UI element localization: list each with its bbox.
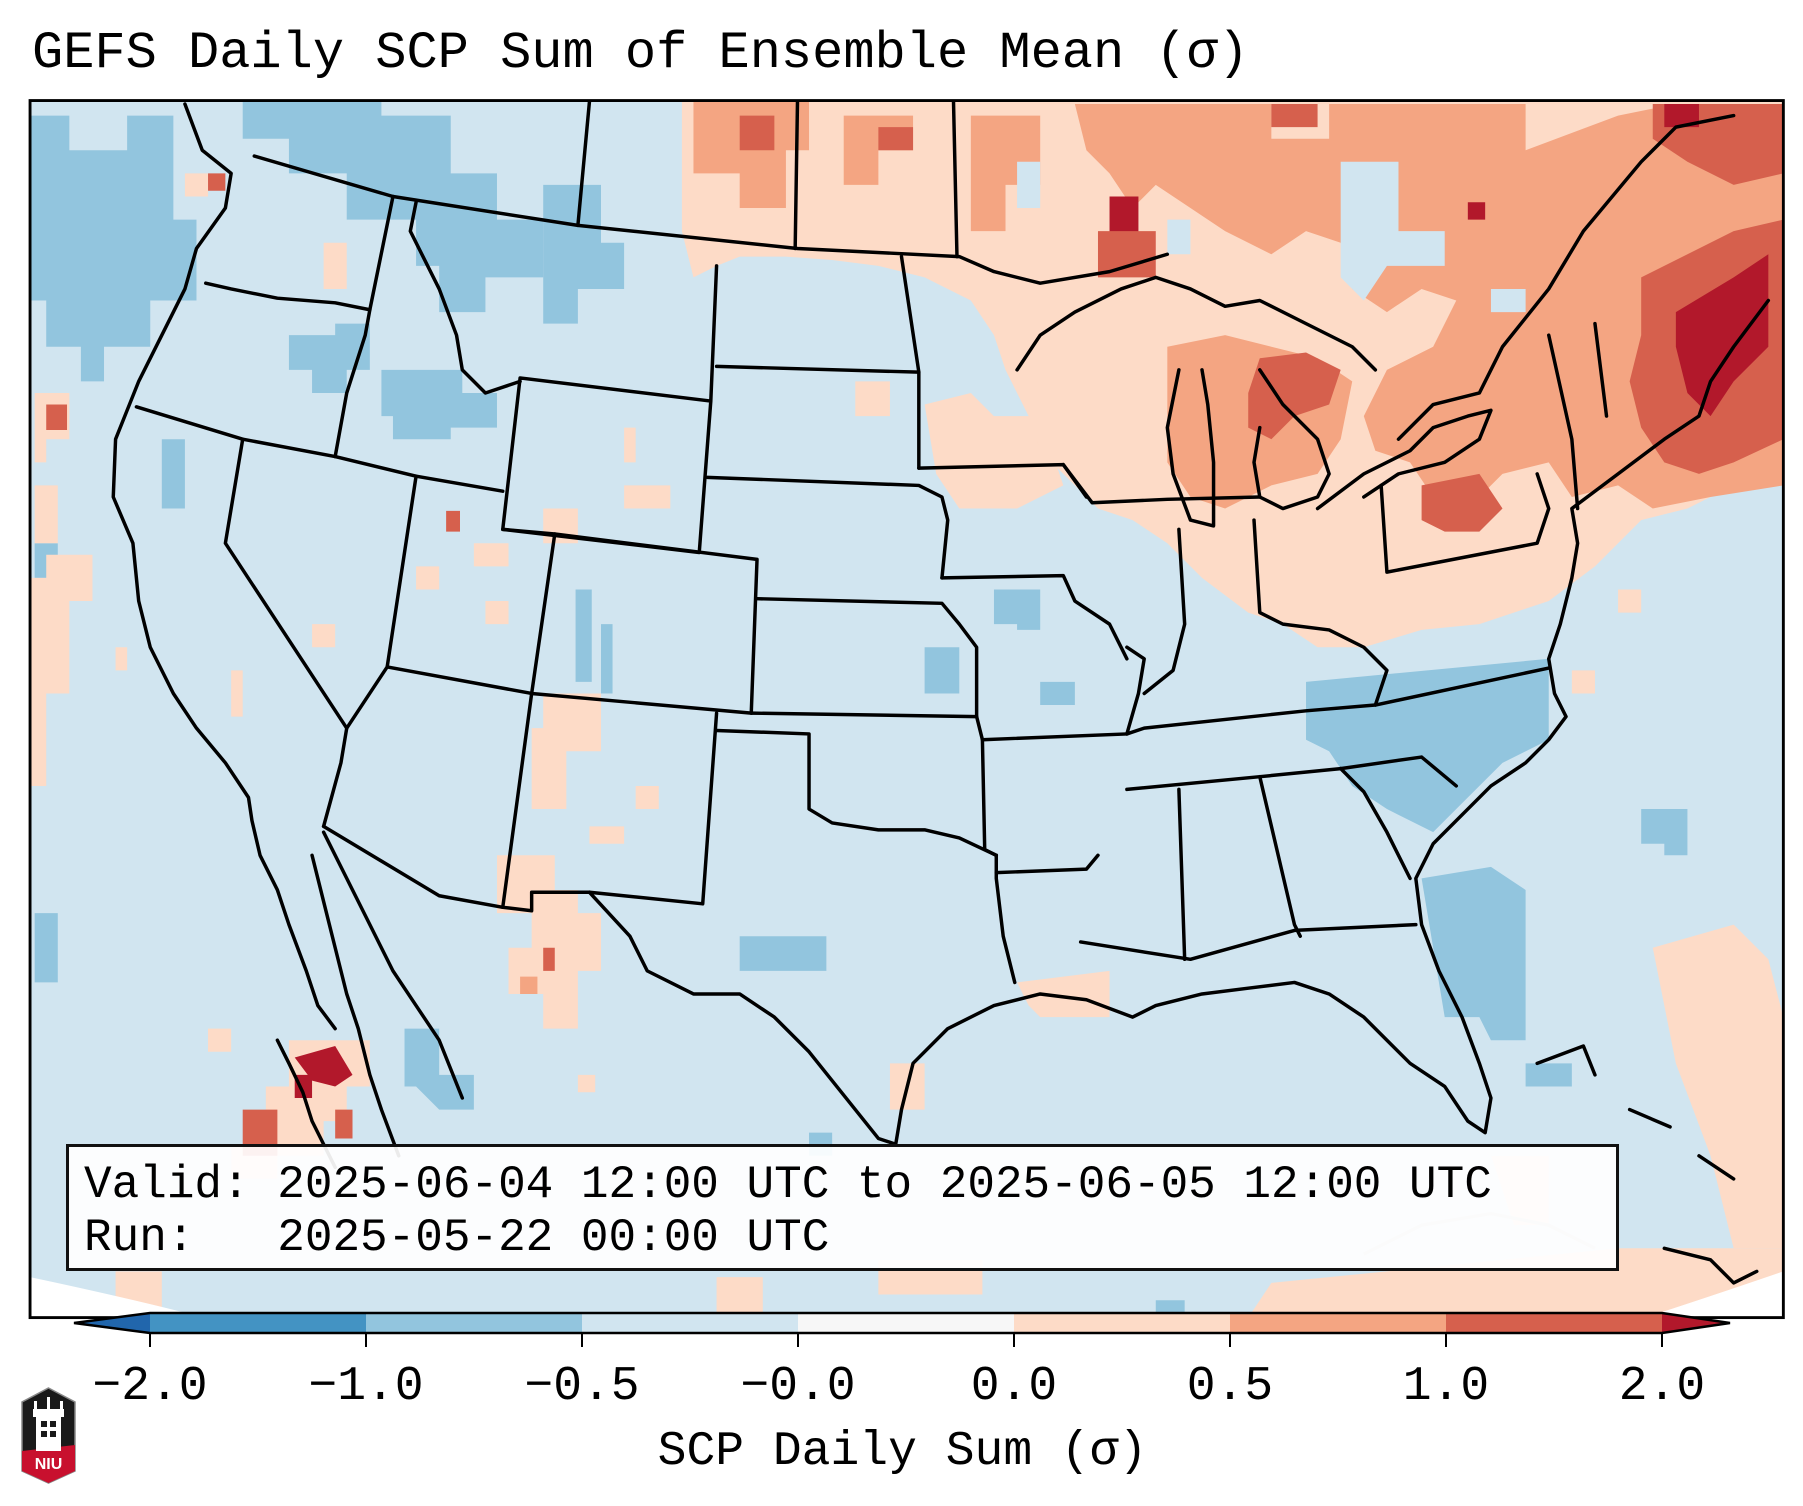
colorbar-tick-label: −0.0 (740, 1360, 856, 1414)
colorbar-bin (1446, 1313, 1662, 1333)
colorbar-extend-max (1662, 1313, 1730, 1333)
colorbar-bin (150, 1313, 366, 1333)
colorbar-tick-label: 2.0 (1618, 1360, 1706, 1414)
colorbar-label: SCP Daily Sum (σ) (0, 1424, 1803, 1480)
map-field (30, 100, 1784, 1318)
niu-logo: NIU (21, 1387, 76, 1484)
colorbar-tick-label: 0.5 (1186, 1360, 1274, 1414)
colorbar-tick-label: −2.0 (92, 1360, 208, 1414)
colorbar-label-text: SCP Daily Sum (σ) (657, 1425, 1148, 1479)
colorbar (73, 1311, 1731, 1347)
outside-domain-left (30, 1277, 204, 1318)
colorbar-tick-label: −1.0 (308, 1360, 424, 1414)
colorbar-tick-label: 1.0 (1402, 1360, 1490, 1414)
niu-logo-text: NIU (35, 1456, 63, 1473)
colorbar-tick-label: 0.0 (970, 1360, 1058, 1414)
valid-time-text: Valid: 2025-06-04 12:00 UTC to 2025-06-0… (84, 1159, 1492, 1211)
info-box: Valid: 2025-06-04 12:00 UTC to 2025-06-0… (66, 1144, 1619, 1271)
chart-title: GEFS Daily SCP Sum of Ensemble Mean (σ) (32, 24, 1249, 83)
colorbar-bin (1230, 1313, 1446, 1333)
outside-domain-right (1644, 1271, 1784, 1318)
colorbar-tick-label: −0.5 (524, 1360, 640, 1414)
run-time-text: Run: 2025-05-22 00:00 UTC (84, 1212, 830, 1264)
peach-patches-west (30, 173, 1784, 1318)
colorbar-bin (366, 1313, 582, 1333)
colorbar-bin (798, 1313, 1014, 1333)
blue-patches (30, 101, 1688, 1318)
colorbar-bin (582, 1313, 798, 1333)
colorbar-extend-min (74, 1313, 150, 1333)
state-boundaries (111, 100, 1771, 1285)
colorbar-bin (1014, 1313, 1230, 1333)
